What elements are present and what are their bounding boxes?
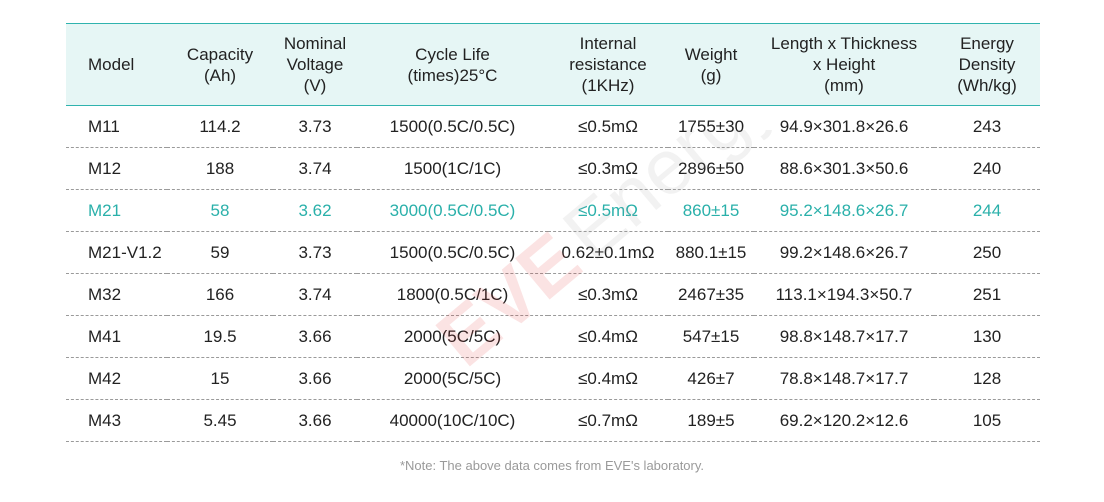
cell-capacity: 59 [167, 231, 273, 274]
cell-model: M41 [66, 315, 167, 358]
cell-voltage: 3.66 [273, 399, 357, 442]
cell-dimensions: 113.1×194.3×50.7 [754, 273, 934, 316]
cell-dimensions: 99.2×148.6×26.7 [754, 231, 934, 274]
cell-weight: 880.1±15 [668, 231, 754, 274]
table-row: M42 15 3.66 2000(5C/5C) ≤0.4mΩ 426±7 78.8×148.… [66, 357, 1040, 400]
table-row: M21-V1.2 59 3.73 1500(0.5C/0.5C) 0.62±0.1mΩ 8… [66, 231, 1040, 274]
cell-weight: 860±15 [668, 189, 754, 232]
cell-weight: 2467±35 [668, 273, 754, 316]
cell-resistance: ≤0.3mΩ [548, 273, 668, 316]
cell-energy: 244 [934, 189, 1040, 232]
cell-model: M32 [66, 273, 167, 316]
cell-voltage: 3.62 [273, 189, 357, 232]
header-voltage: Nominal Voltage (V) [273, 23, 357, 106]
cell-model: M43 [66, 399, 167, 442]
spec-table-container: Model Capacity (Ah) Nominal Voltage (V) … [66, 23, 1040, 442]
cell-energy: 240 [934, 147, 1040, 190]
table-row: M32 166 3.74 1800(0.5C/1C) ≤0.3mΩ 2467±35 113.… [66, 273, 1040, 316]
cell-energy: 251 [934, 273, 1040, 316]
cell-resistance: ≤0.3mΩ [548, 147, 668, 190]
cell-resistance: ≤0.4mΩ [548, 357, 668, 400]
header-dimensions: Length x Thickness x Height (mm) [754, 23, 934, 106]
cell-dimensions: 94.9×301.8×26.6 [754, 105, 934, 148]
cell-energy: 105 [934, 399, 1040, 442]
cell-capacity: 5.45 [167, 399, 273, 442]
cell-energy: 130 [934, 315, 1040, 358]
header-resistance: Internal resistance (1KHz) [548, 23, 668, 106]
header-cycle-life: Cycle Life (times)25°C [357, 23, 548, 106]
cell-weight: 426±7 [668, 357, 754, 400]
table-row: M12 188 3.74 1500(1C/1C) ≤0.3mΩ 2896±50 88.6×3… [66, 147, 1040, 190]
table-row: M43 5.45 3.66 40000(10C/10C) ≤0.7mΩ 189±5 69.2… [66, 399, 1040, 442]
cell-model: M21 [66, 189, 167, 232]
cell-resistance: ≤0.4mΩ [548, 315, 668, 358]
cell-weight: 2896±50 [668, 147, 754, 190]
table-row: M21 58 3.62 3000(0.5C/0.5C) ≤0.5mΩ 860±15 95.2… [66, 189, 1040, 232]
cell-energy: 128 [934, 357, 1040, 400]
cell-cycle: 3000(0.5C/0.5C) [357, 189, 548, 232]
cell-voltage: 3.74 [273, 147, 357, 190]
cell-dimensions: 95.2×148.6×26.7 [754, 189, 934, 232]
cell-cycle: 1500(0.5C/0.5C) [357, 105, 548, 148]
cell-weight: 1755±30 [668, 105, 754, 148]
cell-voltage: 3.74 [273, 273, 357, 316]
cell-model: M11 [66, 105, 167, 148]
header-weight: Weight (g) [668, 23, 754, 106]
cell-cycle: 40000(10C/10C) [357, 399, 548, 442]
cell-model: M21-V1.2 [66, 231, 167, 274]
footnote: *Note: The above data comes from EVE's l… [399, 458, 705, 473]
cell-cycle: 2000(5C/5C) [357, 315, 548, 358]
table-body: M11 114.2 3.73 1500(0.5C/0.5C) ≤0.5mΩ 1755±30… [66, 105, 1040, 442]
cell-resistance: 0.62±0.1mΩ [548, 231, 668, 274]
cell-model: M12 [66, 147, 167, 190]
header-model: Model [66, 23, 167, 106]
cell-voltage: 3.66 [273, 357, 357, 400]
cell-model: M42 [66, 357, 167, 400]
cell-capacity: 188 [167, 147, 273, 190]
cell-dimensions: 69.2×120.2×12.6 [754, 399, 934, 442]
cell-weight: 547±15 [668, 315, 754, 358]
header-capacity: Capacity (Ah) [167, 23, 273, 106]
cell-resistance: ≤0.7mΩ [548, 399, 668, 442]
table-row: M41 19.5 3.66 2000(5C/5C) ≤0.4mΩ 547±15 98.8×1… [66, 315, 1040, 358]
cell-capacity: 19.5 [167, 315, 273, 358]
cell-capacity: 58 [167, 189, 273, 232]
battery-spec-table: Model Capacity (Ah) Nominal Voltage (V) … [66, 23, 1040, 442]
header-energy-density: Energy Density (Wh/kg) [934, 23, 1040, 106]
cell-dimensions: 88.6×301.3×50.6 [754, 147, 934, 190]
cell-cycle: 1500(0.5C/0.5C) [357, 231, 548, 274]
cell-voltage: 3.66 [273, 315, 357, 358]
cell-energy: 243 [934, 105, 1040, 148]
cell-dimensions: 98.8×148.7×17.7 [754, 315, 934, 358]
cell-weight: 189±5 [668, 399, 754, 442]
table-row: M11 114.2 3.73 1500(0.5C/0.5C) ≤0.5mΩ 1755±30… [66, 105, 1040, 148]
cell-capacity: 166 [167, 273, 273, 316]
cell-cycle: 2000(5C/5C) [357, 357, 548, 400]
cell-resistance: ≤0.5mΩ [548, 189, 668, 232]
cell-energy: 250 [934, 231, 1040, 274]
cell-voltage: 3.73 [273, 231, 357, 274]
cell-cycle: 1800(0.5C/1C) [357, 273, 548, 316]
cell-cycle: 1500(1C/1C) [357, 147, 548, 190]
table-header-row: Model Capacity (Ah) Nominal Voltage (V) … [66, 23, 1040, 106]
cell-resistance: ≤0.5mΩ [548, 105, 668, 148]
cell-dimensions: 78.8×148.7×17.7 [754, 357, 934, 400]
cell-voltage: 3.73 [273, 105, 357, 148]
cell-capacity: 114.2 [167, 105, 273, 148]
cell-capacity: 15 [167, 357, 273, 400]
